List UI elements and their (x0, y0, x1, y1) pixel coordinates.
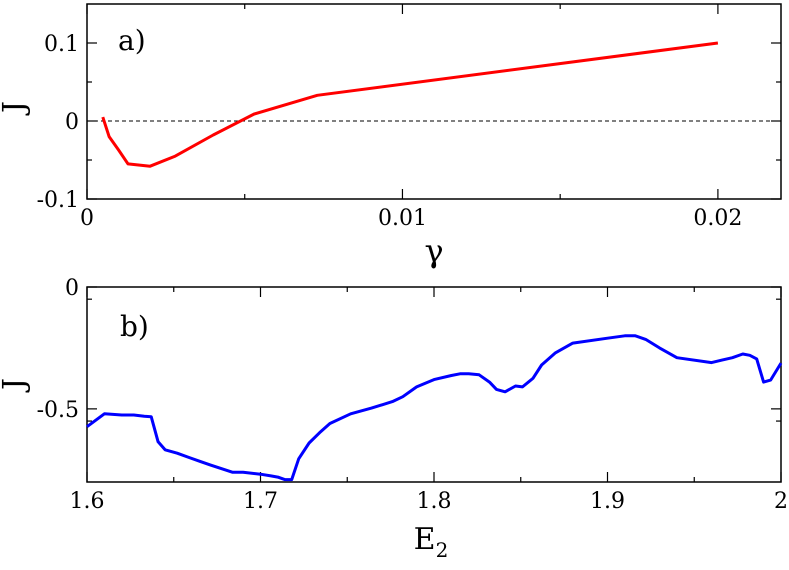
x-tick-label-1: 0.01 (378, 206, 427, 231)
panel-b-series-line (86, 334, 783, 482)
panel-a-series-line (101, 41, 719, 168)
panel-b-xlabel: E2 (414, 522, 449, 562)
panel-b-label: b) (120, 310, 149, 343)
y-tick-label-0: 0 (65, 276, 79, 301)
panel-a-label: a) (118, 24, 146, 57)
panel-b-ticks: 1.6 1.7 1.8 1.9 2 0 -0.5 (37, 276, 788, 514)
panel-b: 1.6 1.7 1.8 1.9 20-0.5 b) J E2 (0, 276, 788, 562)
panel-a-ylabel: J (0, 101, 32, 116)
x-tick-label-2: 1.8 (417, 489, 452, 514)
y-tick-label-2: 0.1 (44, 32, 79, 57)
panel-a-ticks: 0 0.01 0.02-0.100.1 (37, 4, 781, 231)
x-tick-label-0: 0 (80, 206, 94, 231)
panel-a: 0 0.01 0.02-0.100.1 a) J γ (0, 3, 782, 270)
y-tick-label-1: -0.5 (37, 398, 79, 423)
panel-b-xlabel-sub: 2 (436, 538, 449, 562)
panel-b-ylabel: J (0, 378, 32, 393)
x-tick-label-0: 1.6 (70, 489, 105, 514)
y-tick-label-0: -0.1 (37, 188, 79, 213)
x-tick-label-1: 1.7 (243, 489, 278, 514)
x-tick-label-2: 0.02 (693, 206, 742, 231)
panel-a-xlabel: γ (424, 232, 443, 270)
x-tick-label-4: 2 (774, 489, 788, 514)
panel-b-frame (86, 286, 782, 483)
x-tick-label-3: 1.9 (590, 489, 625, 514)
panel-a-frame (86, 3, 782, 200)
y-tick-label-1: 0 (65, 110, 79, 135)
panel-b-xlabel-main: E (414, 522, 436, 557)
